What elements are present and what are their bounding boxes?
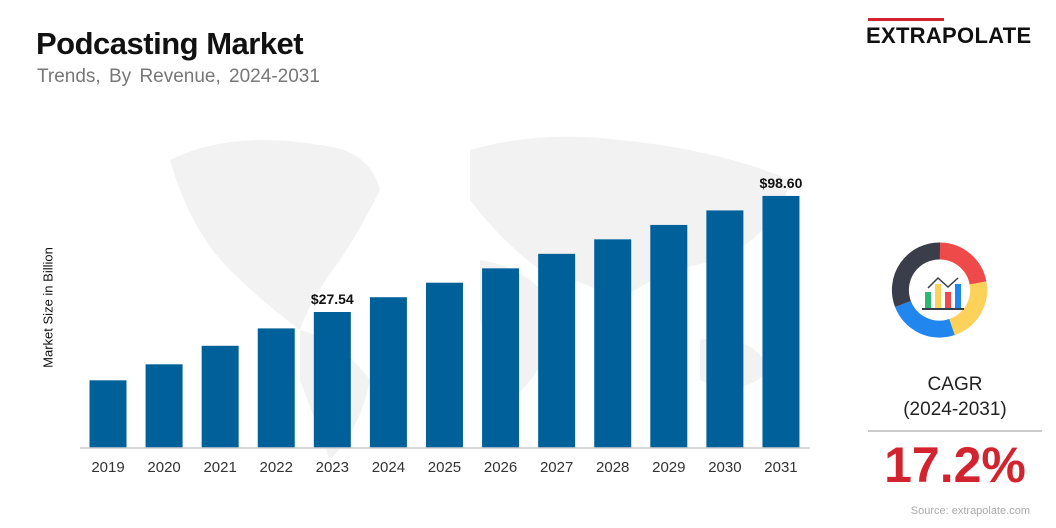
x-tick-label: 2022: [260, 459, 293, 476]
source-note: Source: extrapolate.com: [910, 505, 1030, 517]
bar-2024: [369, 297, 407, 448]
bar-2025: [425, 282, 463, 448]
bar-2028: [594, 239, 632, 448]
y-axis-label: Market Size in Billion: [40, 247, 56, 368]
logo-text: EXTRAPOLATE: [866, 23, 1032, 48]
bar-2029: [650, 224, 688, 448]
cagr-value: 17.2%: [884, 437, 1026, 493]
x-tick-label: 2021: [203, 459, 236, 476]
x-tick-label: 2025: [428, 459, 461, 476]
bar-2031: [762, 195, 800, 448]
cagr-label: CAGR (2024-2031): [868, 372, 1042, 422]
bar-2023: [313, 312, 351, 448]
bar-2027: [538, 253, 576, 448]
x-tick-label: 2029: [652, 459, 685, 476]
donut-chart-analytics-icon: [891, 242, 988, 338]
data-label-2031: $98.60: [760, 175, 803, 191]
cagr-divider: [868, 430, 1042, 432]
x-tick-label: 2031: [764, 459, 797, 476]
x-tick-label: 2026: [484, 459, 517, 476]
bar-2020: [145, 364, 183, 448]
x-tick-label: 2024: [372, 459, 405, 476]
x-tick-label: 2028: [596, 459, 629, 476]
data-label-2023: $27.54: [311, 291, 354, 307]
page-title: Podcasting Market: [36, 26, 304, 61]
x-tick-label: 2030: [708, 459, 741, 476]
bar-2019: [89, 380, 127, 448]
page-subtitle: Trends, By Revenue, 2024-2031: [37, 66, 320, 87]
bar-2021: [201, 345, 239, 448]
bar-2026: [482, 268, 520, 448]
extrapolate-logo: EXTRAPOLATE: [866, 18, 1038, 49]
bar-chart: 2019 2020 2021 2022 2023 2024 2025 2026 2027 2028…: [80, 136, 810, 476]
bar-2030: [706, 210, 744, 448]
x-tick-label: 2019: [91, 459, 124, 476]
cagr-title: CAGR: [927, 374, 983, 395]
x-tick-label: 2023: [316, 459, 349, 476]
x-tick-label: 2027: [540, 459, 573, 476]
bar-2022: [257, 328, 295, 448]
x-tick-label: 2020: [147, 459, 180, 476]
cagr-period: (2024-2031): [903, 399, 1007, 420]
logo-accent-bar: [868, 18, 944, 21]
